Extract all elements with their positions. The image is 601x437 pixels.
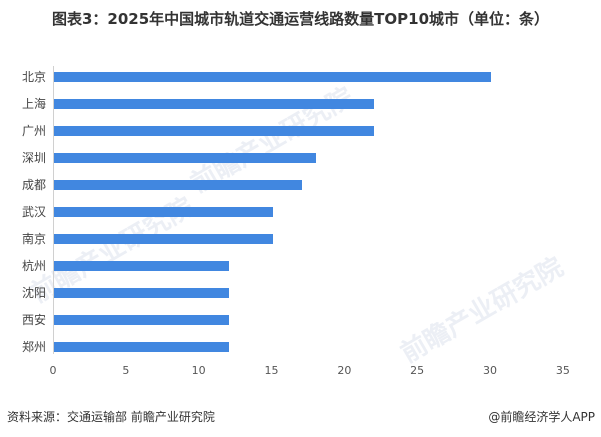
x-tick-label: 25 <box>410 364 425 377</box>
category-label: 上海 <box>21 97 46 111</box>
category-label: 杭州 <box>21 259 46 273</box>
chart-title: 图表3：2025年中国城市轨道交通运营线路数量TOP10城市（单位：条） <box>51 10 550 28</box>
category-label: 成都 <box>21 178 46 192</box>
x-tick-label: 20 <box>337 364 352 377</box>
bar <box>54 180 302 190</box>
bar <box>54 207 273 217</box>
bar <box>54 342 229 352</box>
category-label: 广州 <box>21 124 46 138</box>
x-tick-label: 30 <box>483 364 497 377</box>
bar <box>54 315 229 325</box>
category-label: 西安 <box>21 313 46 327</box>
x-tick-label: 35 <box>555 364 570 377</box>
x-tick-label: 15 <box>264 364 279 377</box>
bar <box>54 72 491 82</box>
bar <box>54 99 375 109</box>
bar <box>54 288 229 298</box>
source-note: 资料来源：交通运输部 前瞻产业研究院 <box>7 410 215 424</box>
x-tick-label: 10 <box>191 364 206 377</box>
x-tick-label: 5 <box>122 364 130 377</box>
category-label: 北京 <box>21 70 46 84</box>
category-label: 深圳 <box>21 151 46 165</box>
category-label: 郑州 <box>21 340 46 354</box>
category-label: 沈阳 <box>21 286 46 300</box>
category-label: 南京 <box>21 232 46 246</box>
x-tick-label: 0 <box>49 364 57 377</box>
bar <box>54 126 375 136</box>
bar <box>54 261 229 271</box>
category-label: 武汉 <box>21 205 46 219</box>
bar <box>54 153 317 163</box>
bar <box>54 234 273 244</box>
watermark: 前瞻产业研究院 <box>395 252 569 370</box>
y-axis-line <box>53 66 54 354</box>
brand-credit: @前瞻经济学人APP <box>488 410 595 424</box>
